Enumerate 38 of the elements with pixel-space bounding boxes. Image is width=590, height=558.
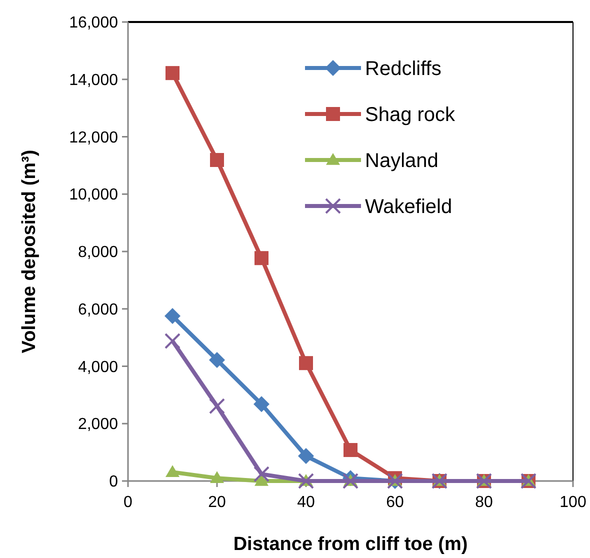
- y-tick-label: 14,000: [69, 72, 118, 89]
- x-axis-title: Distance from cliff toe (m): [233, 534, 468, 555]
- x-tick-label: 60: [386, 494, 404, 511]
- x-tick-label: 40: [297, 494, 315, 511]
- point: [344, 443, 358, 458]
- point: [298, 448, 314, 464]
- x-tick-label: 20: [208, 494, 226, 511]
- legend-label: Redcliffs: [365, 58, 442, 80]
- x-tick-label: 100: [560, 494, 586, 511]
- point: [164, 308, 180, 324]
- point: [164, 333, 180, 350]
- point: [166, 66, 180, 80]
- y-axis-title: Volume deposited (m³): [19, 150, 40, 354]
- legend-label: Shag rock: [365, 104, 456, 126]
- point: [209, 352, 225, 368]
- y-tick-label: 10,000: [69, 186, 118, 204]
- y-tick-label: 16,000: [69, 14, 118, 32]
- y-tick-label: 6,000: [78, 301, 118, 318]
- y-tick-label: 8,000: [78, 244, 118, 262]
- legend-label: Nayland: [365, 150, 438, 172]
- point: [210, 152, 224, 167]
- point: [254, 466, 270, 482]
- point: [166, 465, 180, 478]
- legend-label: Wakefield: [365, 196, 452, 218]
- point: [342, 473, 358, 489]
- y-tick-label: 4,000: [78, 358, 118, 376]
- point: [254, 251, 268, 266]
- point: [210, 471, 224, 484]
- y-tick-label: 2,000: [78, 416, 118, 434]
- point: [299, 356, 313, 370]
- point: [254, 474, 268, 486]
- x-tick-label: 80: [475, 494, 493, 511]
- point: [209, 398, 225, 414]
- y-tick-label: 0: [109, 474, 118, 491]
- point: [254, 396, 270, 412]
- y-tick-label: 12,000: [69, 129, 118, 146]
- x-tick-label: 0: [124, 494, 133, 511]
- point: [298, 473, 314, 489]
